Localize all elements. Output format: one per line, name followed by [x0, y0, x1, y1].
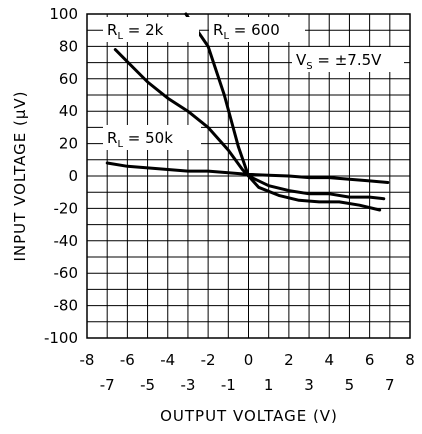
series-line [105, 161, 390, 184]
y-axis-label: INPUT VOLTAGE (μV) [11, 90, 29, 261]
y-tick-label: 60 [59, 70, 78, 88]
annotation-label: VS = ±7.5V [296, 51, 382, 72]
x-tick-label: 3 [304, 376, 314, 394]
x-tick-label: -1 [221, 376, 236, 394]
x-tick-label: 7 [385, 376, 395, 394]
annotation-box [103, 125, 201, 150]
y-tick-label: 100 [49, 5, 78, 23]
y-tick-label: 20 [59, 135, 78, 153]
y-tick-label: -80 [54, 297, 79, 315]
x-tick-label: 8 [405, 351, 415, 369]
annotation-box [292, 47, 404, 72]
x-tick-label: -2 [201, 351, 216, 369]
x-tick-label: -7 [100, 376, 115, 394]
x-tick-label: 5 [345, 376, 355, 394]
x-axis-label: OUTPUT VOLTAGE (V) [160, 407, 338, 425]
plot-frame [86, 13, 411, 339]
annotations: RL = 2k RL = 600 VS = ±7.5V RL = 50k [103, 17, 404, 150]
annotation-box [209, 17, 305, 42]
annotation-box [103, 17, 199, 42]
x-tick-label: 2 [284, 351, 294, 369]
annotation-label: RL = 2k [107, 21, 164, 42]
x-tick-label: 4 [324, 351, 334, 369]
x-tick-label: 1 [264, 376, 274, 394]
annotation-label: RL = 600 [213, 21, 280, 42]
x-tick-label: 6 [365, 351, 375, 369]
y-tick-label: -100 [44, 329, 78, 347]
x-tick-label: -4 [160, 351, 175, 369]
x-tick-label: -8 [80, 351, 95, 369]
y-tick-label: -60 [54, 264, 79, 282]
y-tick-label: 0 [68, 167, 78, 185]
y-tick-label: -40 [54, 232, 79, 250]
series-line [184, 12, 382, 212]
annotation-label: RL = 50k [107, 129, 173, 150]
series-group [105, 12, 390, 212]
x-tick-label: -6 [120, 351, 135, 369]
y-tick-label: 40 [59, 102, 78, 120]
x-tick-label: 0 [244, 351, 254, 369]
y-tick-label: 80 [59, 37, 78, 55]
y-tick-label: -20 [54, 199, 79, 217]
x-tick-label: -3 [180, 376, 195, 394]
x-tick-label: -5 [140, 376, 155, 394]
